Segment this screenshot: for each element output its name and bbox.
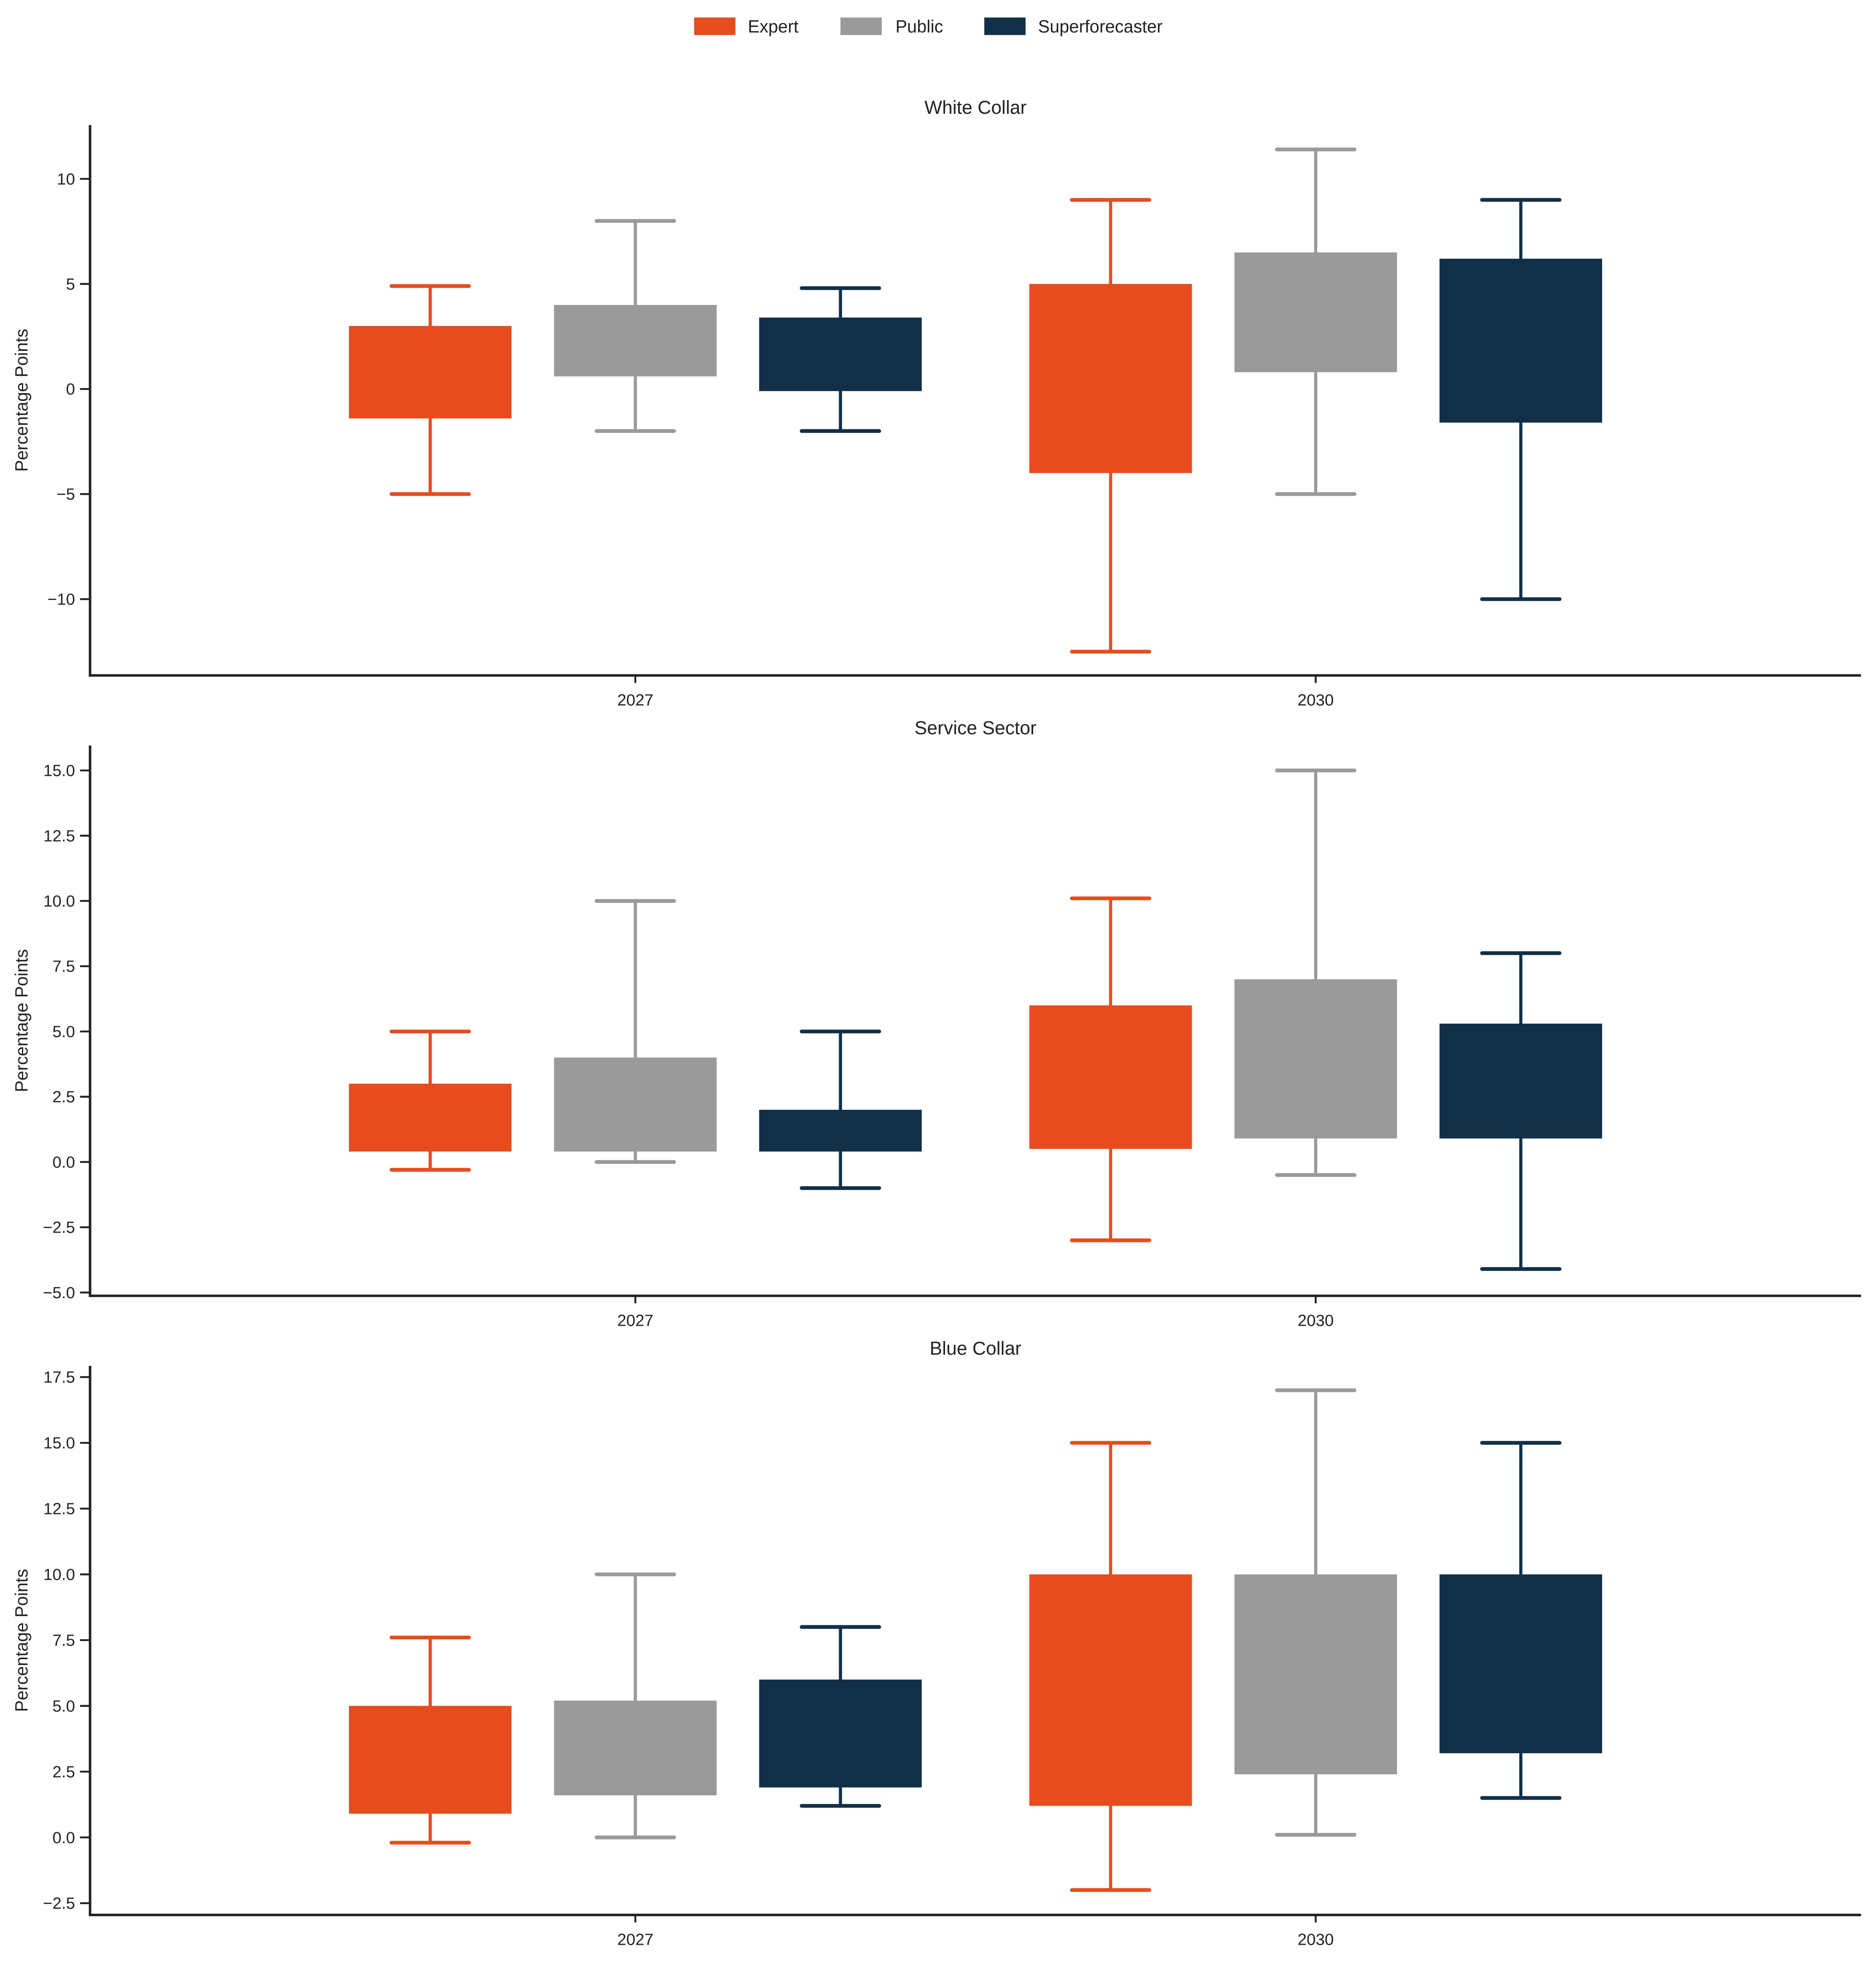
iqr-box (349, 326, 512, 419)
box-superforecaster-2027 (759, 1625, 922, 1808)
y-axis-label: Percentage Points (12, 949, 31, 1092)
iqr-box (349, 1706, 512, 1814)
iqr-box (1439, 1574, 1603, 1754)
panel-service-sector: Service Sector Percentage Points −5.0 −2.5 0… (12, 717, 1861, 1329)
y-tick-label: 7.5 (53, 1631, 75, 1649)
box-superforecaster-2030 (1439, 198, 1603, 601)
box-public-2030 (1234, 768, 1397, 1177)
legend-label: Expert (748, 17, 799, 36)
legend-swatch (840, 17, 882, 35)
y-tick-label: −5 (57, 485, 75, 504)
y-tick-label: 5.0 (53, 1022, 75, 1041)
y-tick-label: 0 (66, 380, 75, 398)
box-superforecaster-2030 (1439, 951, 1603, 1271)
x-tick-label: 2030 (1298, 691, 1334, 709)
iqr-box (1029, 1574, 1192, 1806)
y-tick-label: 10.0 (43, 892, 75, 910)
box-expert-2027 (349, 284, 512, 496)
x-tick-label: 2030 (1298, 1931, 1334, 1949)
panel-title: White Collar (924, 97, 1027, 118)
iqr-box (554, 1701, 717, 1795)
legend: Expert Public Superforecaster (694, 17, 1163, 36)
y-axis-label: Percentage Points (12, 329, 31, 472)
iqr-box (759, 317, 922, 391)
legend-item-superforecaster: Superforecaster (984, 17, 1163, 36)
box-superforecaster-2027 (759, 286, 922, 433)
y-tick-label: 15.0 (43, 1434, 75, 1452)
panel-title: Service Sector (914, 717, 1036, 738)
x-tick-label: 2027 (617, 1311, 653, 1329)
box-expert-2027 (349, 1029, 512, 1172)
y-tick-label: 5.0 (53, 1697, 75, 1715)
iqr-box (1439, 259, 1603, 423)
iqr-box (554, 305, 717, 377)
x-tick-label: 2030 (1298, 1311, 1334, 1329)
x-tick-label: 2027 (617, 691, 653, 709)
y-tick-label: 12.5 (43, 827, 75, 845)
box-superforecaster-2030 (1439, 1441, 1603, 1800)
iqr-box (1234, 1574, 1397, 1775)
panel-title: Blue Collar (930, 1338, 1022, 1359)
box-public-2027 (554, 899, 717, 1164)
y-axis-label: Percentage Points (12, 1569, 31, 1712)
legend-swatch (984, 17, 1026, 35)
y-tick-label: −2.5 (43, 1894, 75, 1912)
iqr-box (349, 1084, 512, 1152)
legend-label: Superforecaster (1038, 17, 1163, 36)
iqr-box (1029, 284, 1192, 473)
y-tick-label: 2.5 (53, 1088, 75, 1106)
y-tick-label: 7.5 (53, 957, 75, 976)
box-public-2030 (1234, 1388, 1397, 1837)
panel-white-collar: White Collar Percentage Points −10 −5 0 5 10 20… (12, 97, 1861, 709)
iqr-box (1439, 1023, 1603, 1139)
legend-label: Public (895, 17, 943, 36)
panel-blue-collar: Blue Collar Percentage Points −2.5 0.0 2.5 5.… (12, 1338, 1861, 1949)
box-expert-2027 (349, 1635, 512, 1845)
iqr-box (1029, 1005, 1192, 1149)
box-public-2027 (554, 219, 717, 433)
y-tick-label: 12.5 (43, 1500, 75, 1518)
iqr-box (759, 1679, 922, 1787)
y-tick-label: 0.0 (53, 1828, 75, 1847)
y-tick-label: −2.5 (43, 1219, 75, 1237)
legend-swatch (694, 17, 736, 35)
iqr-box (1234, 979, 1397, 1139)
y-tick-label: 17.5 (43, 1368, 75, 1387)
box-expert-2030 (1029, 198, 1192, 654)
legend-item-expert: Expert (694, 17, 799, 36)
iqr-box (759, 1110, 922, 1152)
box-expert-2030 (1029, 896, 1192, 1243)
y-tick-label: 10.0 (43, 1566, 75, 1584)
box-public-2027 (554, 1572, 717, 1840)
y-tick-label: 5 (66, 275, 75, 293)
y-tick-label: 10 (57, 170, 75, 188)
legend-item-public: Public (840, 17, 943, 36)
panels: White Collar Percentage Points −10 −5 0 5 10 20… (12, 97, 1861, 1949)
iqr-box (554, 1057, 717, 1152)
x-tick-label: 2027 (617, 1931, 653, 1949)
y-tick-label: −5.0 (43, 1284, 75, 1302)
iqr-box (1234, 252, 1397, 372)
y-tick-label: 0.0 (53, 1153, 75, 1171)
y-tick-label: 15.0 (43, 762, 75, 780)
box-expert-2030 (1029, 1441, 1192, 1892)
y-tick-label: −10 (48, 590, 75, 609)
box-public-2030 (1234, 147, 1397, 496)
box-superforecaster-2027 (759, 1029, 922, 1190)
y-tick-label: 2.5 (53, 1763, 75, 1781)
